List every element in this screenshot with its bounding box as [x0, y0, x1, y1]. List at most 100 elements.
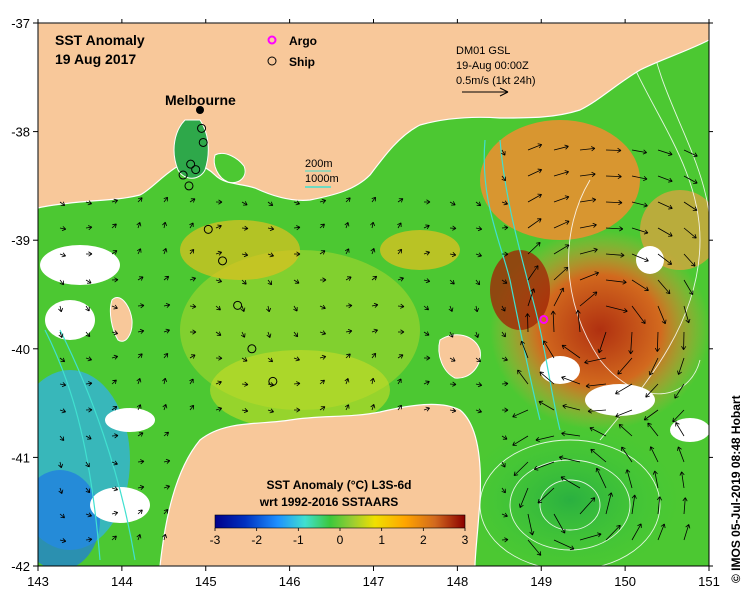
- velocity-arrow: [561, 431, 581, 437]
- velocity-arrow: [501, 407, 509, 413]
- velocity-arrow: [597, 331, 607, 354]
- colorbar-ticks: -3 -2 -1 0 1 2 3: [210, 528, 469, 547]
- velocity-arrow: [643, 409, 659, 421]
- colorbar-tick-label: 0: [337, 533, 344, 547]
- velocity-arrow: [628, 331, 634, 355]
- velocity-arrow: [85, 305, 90, 312]
- velocity-arrow: [397, 248, 403, 255]
- velocity-arrow: [111, 379, 117, 385]
- velocity-arrow: [397, 354, 404, 359]
- velocity-arrow: [111, 354, 119, 360]
- velocity-arrow: [590, 448, 607, 463]
- anomaly-yellow-patch: [210, 350, 390, 430]
- y-tick-label: -39: [11, 233, 30, 248]
- velocity-arrow: [189, 354, 196, 359]
- velocity-arrow: [617, 357, 633, 375]
- ship-marker: [197, 123, 207, 133]
- velocity-arrow: [518, 487, 529, 508]
- velocity-arrow: [621, 446, 633, 463]
- velocity-arrow: [163, 196, 169, 203]
- velocity-arrow: [449, 279, 455, 285]
- velocity-arrow: [683, 279, 694, 296]
- velocity-arrow: [371, 352, 377, 359]
- velocity-arrow: [631, 253, 649, 262]
- velocity-arrow: [553, 244, 570, 255]
- velocity-arrow: [584, 357, 607, 365]
- velocity-arrow: [111, 406, 118, 411]
- current-info-line3: 0.5m/s (1kt 24h): [456, 75, 535, 87]
- velocity-arrow: [679, 471, 685, 489]
- velocity-arrow: [163, 352, 169, 359]
- x-tick-label: 146: [279, 574, 301, 589]
- velocity-arrow: [579, 222, 597, 229]
- velocity-arrow: [448, 331, 454, 338]
- velocity-arrow: [681, 331, 687, 350]
- cloud-gap: [585, 384, 655, 416]
- velocity-arrow: [501, 251, 509, 257]
- velocity-arrow: [550, 310, 556, 333]
- velocity-arrow: [293, 305, 298, 312]
- velocity-arrow: [319, 379, 325, 385]
- velocity-arrow: [344, 248, 350, 255]
- velocity-arrow: [553, 266, 569, 281]
- velocity-arrow: [449, 381, 457, 387]
- x-tick-label: 143: [27, 574, 49, 589]
- colorbar-tick-label: 3: [462, 533, 469, 547]
- velocity-arrow: [512, 435, 529, 446]
- velocity-arrow: [267, 201, 274, 207]
- velocity-arrow: [241, 201, 248, 206]
- velocity-arrow: [615, 383, 633, 395]
- velocity-arrow: [163, 484, 171, 490]
- velocity-arrow: [189, 378, 194, 385]
- velocity-arrow: [475, 382, 483, 388]
- velocity-arrow: [241, 225, 249, 231]
- velocity-arrow: [501, 461, 506, 468]
- velocity-arrow: [59, 279, 65, 286]
- velocity-arrow: [293, 356, 300, 362]
- velocity-arrow: [474, 331, 480, 338]
- velocity-arrow: [266, 331, 272, 338]
- anomaly-cool-patch: [38, 470, 100, 566]
- velocity-arrow: [241, 408, 249, 414]
- velocity-arrow: [163, 431, 170, 437]
- ship-marker: [191, 165, 201, 175]
- velocity-arrow: [137, 353, 143, 359]
- velocity-arrow: [189, 276, 197, 282]
- velocity-arrow: [371, 302, 379, 308]
- velocity-arrow: [631, 227, 649, 235]
- velocity-arrow: [163, 275, 170, 281]
- velocity-arrow: [677, 446, 685, 463]
- velocity-arrow: [553, 220, 570, 229]
- velocity-arrow: [579, 271, 600, 281]
- velocity-arrow: [85, 461, 90, 468]
- velocity-arrow: [553, 513, 566, 534]
- velocity-arrow: [85, 487, 91, 494]
- velocity-arrow: [241, 279, 247, 285]
- y-tick-label: -40: [11, 342, 30, 357]
- velocity-arrow: [345, 303, 353, 309]
- velocity-arrow: [59, 201, 66, 207]
- velocity-arrow: [215, 224, 222, 230]
- cloud-gap: [90, 487, 150, 523]
- velocity-arrow: [587, 408, 607, 414]
- x-tick-label: 149: [530, 574, 552, 589]
- velocity-arrow: [370, 377, 376, 385]
- contour-1000m: [59, 329, 136, 561]
- velocity-arrow: [293, 251, 301, 257]
- velocity-arrow: [85, 435, 92, 440]
- velocity-arrow: [58, 461, 64, 469]
- velocity-arrow: [475, 279, 481, 286]
- land-flinders-island: [438, 334, 481, 379]
- ship-marker: [184, 181, 194, 191]
- ship-marker: [178, 170, 188, 180]
- velocity-arrow: [449, 357, 456, 362]
- velocity-arrow: [111, 330, 119, 336]
- velocity-arrow: [657, 279, 671, 295]
- velocity-arrow: [561, 375, 581, 385]
- velocity-arrow: [162, 404, 168, 411]
- velocity-arrow: [319, 354, 327, 360]
- cloud-gap: [45, 300, 95, 340]
- velocity-arrow: [553, 170, 569, 177]
- velocity-arrow: [579, 146, 596, 152]
- velocity-arrow: [579, 291, 598, 307]
